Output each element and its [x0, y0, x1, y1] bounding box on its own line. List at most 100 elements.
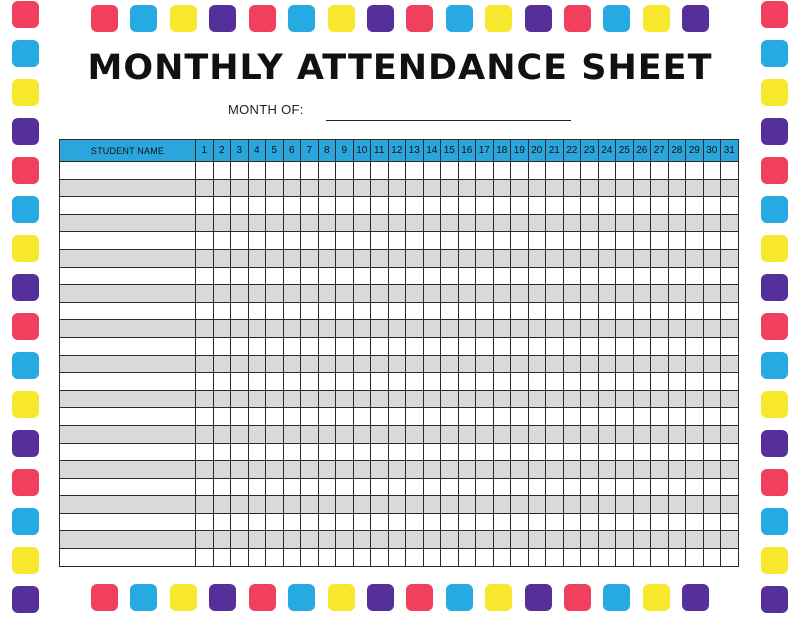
attendance-cell[interactable] — [247, 372, 266, 391]
attendance-cell[interactable] — [720, 354, 739, 374]
attendance-cell[interactable] — [265, 266, 284, 286]
attendance-cell[interactable] — [492, 548, 511, 567]
attendance-cell[interactable] — [475, 266, 494, 286]
attendance-cell[interactable] — [212, 407, 231, 426]
attendance-cell[interactable] — [440, 301, 459, 321]
attendance-cell[interactable] — [247, 161, 266, 180]
attendance-cell[interactable] — [335, 178, 354, 198]
attendance-cell[interactable] — [317, 178, 336, 198]
attendance-cell[interactable] — [230, 336, 249, 356]
attendance-cell[interactable] — [510, 530, 529, 550]
attendance-cell[interactable] — [457, 161, 476, 180]
attendance-cell[interactable] — [580, 336, 599, 356]
attendance-cell[interactable] — [282, 442, 301, 462]
attendance-cell[interactable] — [720, 213, 739, 233]
attendance-cell[interactable] — [317, 530, 336, 550]
attendance-cell[interactable] — [667, 161, 686, 180]
attendance-cell[interactable] — [440, 424, 459, 444]
attendance-cell[interactable] — [300, 284, 319, 303]
attendance-cell[interactable] — [562, 336, 581, 356]
attendance-cell[interactable] — [632, 530, 651, 550]
attendance-cell[interactable] — [650, 407, 669, 426]
attendance-cell[interactable] — [370, 161, 389, 180]
attendance-cell[interactable] — [457, 336, 476, 356]
attendance-cell[interactable] — [352, 424, 371, 444]
attendance-cell[interactable] — [247, 477, 266, 497]
attendance-cell[interactable] — [667, 196, 686, 215]
attendance-cell[interactable] — [440, 460, 459, 479]
attendance-cell[interactable] — [370, 354, 389, 374]
attendance-cell[interactable] — [667, 424, 686, 444]
attendance-cell[interactable] — [527, 248, 546, 268]
attendance-cell[interactable] — [702, 407, 721, 426]
attendance-cell[interactable] — [545, 266, 564, 286]
attendance-cell[interactable] — [317, 284, 336, 303]
attendance-cell[interactable] — [580, 530, 599, 550]
attendance-cell[interactable] — [632, 284, 651, 303]
attendance-cell[interactable] — [510, 336, 529, 356]
attendance-cell[interactable] — [597, 460, 616, 479]
attendance-cell[interactable] — [685, 477, 704, 497]
attendance-cell[interactable] — [492, 231, 511, 250]
attendance-cell[interactable] — [282, 213, 301, 233]
attendance-cell[interactable] — [597, 530, 616, 550]
attendance-cell[interactable] — [615, 284, 634, 303]
attendance-cell[interactable] — [300, 477, 319, 497]
attendance-cell[interactable] — [492, 530, 511, 550]
attendance-cell[interactable] — [492, 161, 511, 180]
student-name-cell[interactable] — [59, 336, 196, 356]
attendance-cell[interactable] — [492, 284, 511, 303]
attendance-cell[interactable] — [615, 213, 634, 233]
attendance-cell[interactable] — [597, 512, 616, 532]
attendance-cell[interactable] — [475, 512, 494, 532]
attendance-cell[interactable] — [702, 495, 721, 514]
attendance-cell[interactable] — [510, 389, 529, 409]
attendance-cell[interactable] — [265, 231, 284, 250]
attendance-cell[interactable] — [702, 213, 721, 233]
attendance-cell[interactable] — [405, 161, 424, 180]
attendance-cell[interactable] — [702, 389, 721, 409]
attendance-cell[interactable] — [492, 442, 511, 462]
attendance-cell[interactable] — [580, 213, 599, 233]
attendance-cell[interactable] — [212, 548, 231, 567]
attendance-cell[interactable] — [632, 196, 651, 215]
attendance-cell[interactable] — [405, 442, 424, 462]
student-name-cell[interactable] — [59, 231, 196, 250]
attendance-cell[interactable] — [720, 284, 739, 303]
attendance-cell[interactable] — [282, 460, 301, 479]
attendance-cell[interactable] — [702, 460, 721, 479]
attendance-cell[interactable] — [282, 495, 301, 514]
attendance-cell[interactable] — [335, 284, 354, 303]
attendance-cell[interactable] — [632, 442, 651, 462]
attendance-cell[interactable] — [475, 354, 494, 374]
attendance-cell[interactable] — [527, 530, 546, 550]
attendance-cell[interactable] — [370, 231, 389, 250]
attendance-cell[interactable] — [212, 284, 231, 303]
attendance-cell[interactable] — [457, 442, 476, 462]
attendance-cell[interactable] — [195, 161, 214, 180]
attendance-cell[interactable] — [615, 196, 634, 215]
attendance-cell[interactable] — [282, 196, 301, 215]
attendance-cell[interactable] — [545, 336, 564, 356]
attendance-cell[interactable] — [405, 266, 424, 286]
attendance-cell[interactable] — [457, 530, 476, 550]
attendance-cell[interactable] — [440, 512, 459, 532]
attendance-cell[interactable] — [562, 530, 581, 550]
attendance-cell[interactable] — [667, 372, 686, 391]
attendance-cell[interactable] — [510, 354, 529, 374]
attendance-cell[interactable] — [615, 424, 634, 444]
attendance-cell[interactable] — [247, 389, 266, 409]
attendance-cell[interactable] — [230, 407, 249, 426]
attendance-cell[interactable] — [457, 196, 476, 215]
attendance-cell[interactable] — [387, 231, 406, 250]
attendance-cell[interactable] — [720, 319, 739, 338]
attendance-cell[interactable] — [475, 213, 494, 233]
attendance-cell[interactable] — [510, 248, 529, 268]
attendance-cell[interactable] — [282, 512, 301, 532]
attendance-cell[interactable] — [405, 495, 424, 514]
attendance-cell[interactable] — [387, 178, 406, 198]
attendance-cell[interactable] — [335, 407, 354, 426]
attendance-cell[interactable] — [667, 407, 686, 426]
attendance-cell[interactable] — [475, 548, 494, 567]
attendance-cell[interactable] — [632, 248, 651, 268]
